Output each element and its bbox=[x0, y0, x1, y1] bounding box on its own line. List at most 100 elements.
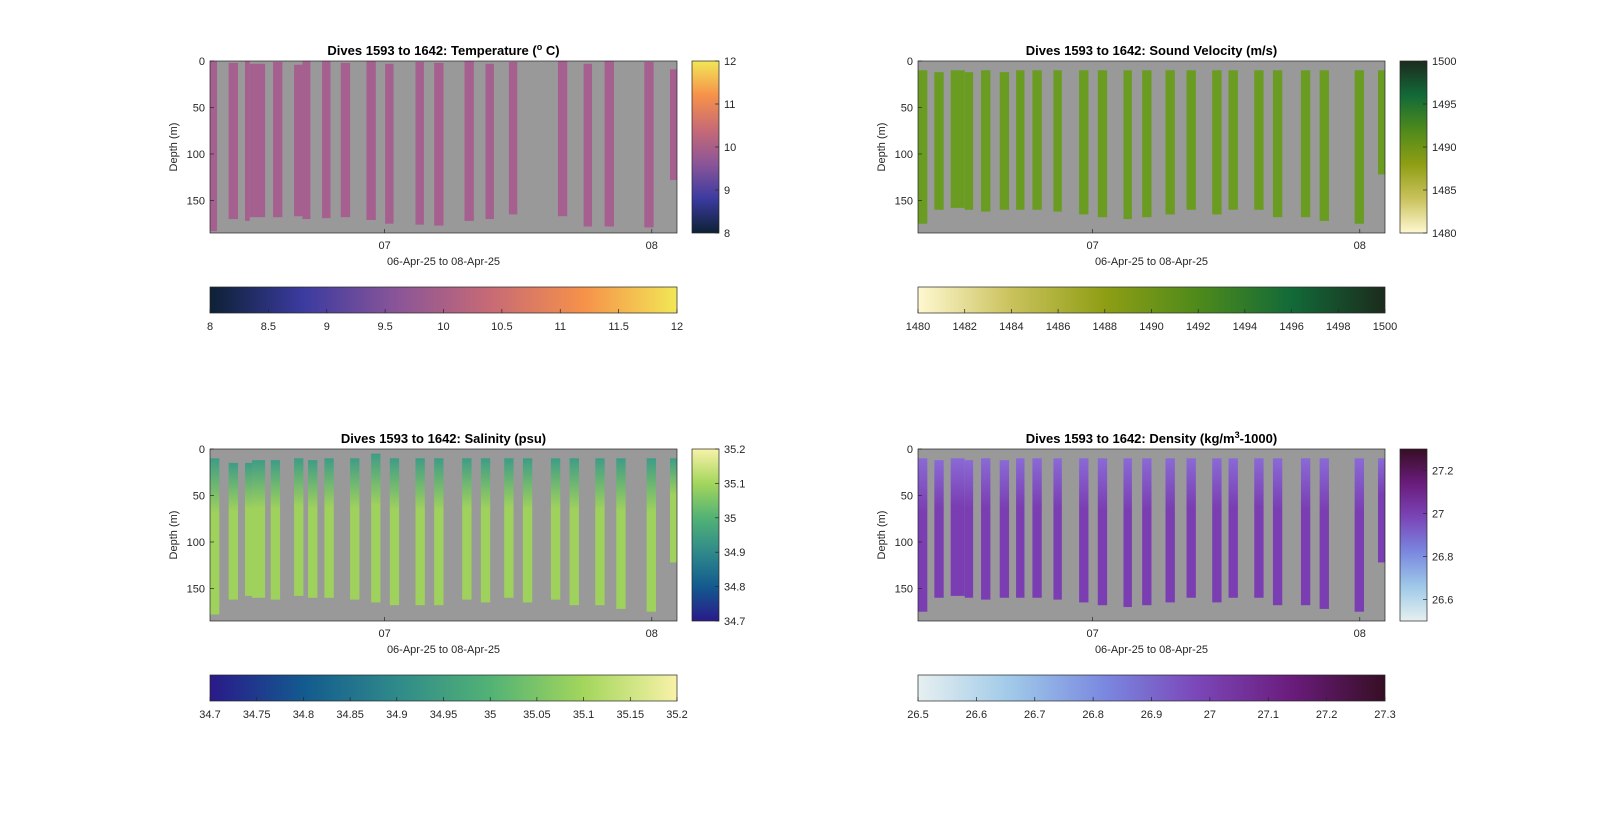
y-axis-label: Depth (m) bbox=[168, 511, 180, 560]
dive-profile bbox=[210, 458, 220, 615]
vertical-colorbar bbox=[1399, 448, 1428, 622]
dive-profile bbox=[389, 458, 400, 606]
y-tick-label: 150 bbox=[895, 583, 913, 595]
colorbar-tick-label: 26.5 bbox=[907, 709, 928, 721]
x-tick-label: 07 bbox=[379, 240, 391, 252]
colorbar-tick-label: 11 bbox=[555, 321, 566, 333]
colorbar-tick-label: 12 bbox=[724, 56, 736, 68]
colorbar-tick-label: 34.9 bbox=[724, 547, 745, 559]
dive-profile bbox=[934, 72, 944, 210]
dive-profile bbox=[273, 61, 283, 218]
y-tick-label: 50 bbox=[901, 102, 913, 114]
dive-profile bbox=[1053, 70, 1062, 212]
colorbar-tick-label: 1492 bbox=[1186, 321, 1210, 333]
dive-profile bbox=[1319, 70, 1329, 221]
dive-profile bbox=[950, 70, 965, 208]
dive-profile bbox=[1097, 70, 1108, 218]
y-tick-label: 100 bbox=[187, 537, 205, 549]
colorbar-tick-label: 35.15 bbox=[617, 709, 645, 721]
dive-profile bbox=[508, 61, 518, 215]
colorbar-tick-label: 34.9 bbox=[386, 709, 407, 721]
dive-profile bbox=[504, 458, 514, 598]
chart-title: Dives 1593 to 1642: Salinity (psu) bbox=[341, 431, 546, 446]
x-tick-label: 07 bbox=[1087, 628, 1099, 640]
y-tick-label: 0 bbox=[907, 444, 913, 456]
dive-profile bbox=[1142, 458, 1152, 606]
dive-profile bbox=[371, 453, 381, 603]
dive-profile bbox=[294, 458, 304, 596]
colorbar-tick-label: 1490 bbox=[1139, 321, 1163, 333]
dive-profile bbox=[918, 458, 928, 612]
dive-profile bbox=[616, 458, 626, 609]
dive-profile bbox=[1354, 70, 1364, 224]
colorbar-tick-label: 10.5 bbox=[491, 321, 512, 333]
y-tick-label: 0 bbox=[907, 56, 913, 68]
dive-profile bbox=[1165, 458, 1175, 603]
colorbar-tick-label: 1480 bbox=[906, 321, 930, 333]
vertical-colorbar bbox=[691, 60, 720, 234]
dive-profile bbox=[340, 62, 351, 218]
dive-profile bbox=[1186, 458, 1196, 598]
dive-profile bbox=[1079, 458, 1089, 603]
y-tick-label: 50 bbox=[193, 102, 205, 114]
dive-profile bbox=[1254, 70, 1264, 210]
colorbar-tick-label: 1482 bbox=[952, 321, 976, 333]
dive-profile bbox=[964, 460, 974, 598]
dive-profile bbox=[646, 458, 656, 612]
panel-sound-velocity: Dives 1593 to 1642: Sound Velocity (m/s)… bbox=[876, 43, 1456, 333]
dive-profile bbox=[1123, 70, 1132, 220]
colorbar-tick-label: 1480 bbox=[1432, 228, 1456, 240]
colorbar-tick-label: 1488 bbox=[1093, 321, 1117, 333]
colorbar-tick-label: 1494 bbox=[1233, 321, 1257, 333]
dive-profile bbox=[644, 61, 654, 228]
dive-profile bbox=[669, 69, 677, 181]
x-axis-label: 06-Apr-25 to 08-Apr-25 bbox=[1095, 256, 1208, 268]
dive-profile bbox=[934, 460, 944, 598]
dive-profile bbox=[245, 61, 250, 221]
dive-profile bbox=[464, 61, 474, 221]
dive-profile bbox=[324, 458, 334, 598]
y-axis-label: Depth (m) bbox=[876, 123, 888, 172]
x-tick-label: 08 bbox=[646, 240, 658, 252]
colorbar-tick-label: 8 bbox=[724, 228, 730, 240]
x-tick-label: 07 bbox=[379, 628, 391, 640]
dive-profile bbox=[322, 61, 331, 219]
dive-profile bbox=[1319, 458, 1329, 609]
colorbar-tick-label: 35.1 bbox=[573, 709, 594, 721]
y-tick-label: 0 bbox=[199, 56, 205, 68]
colorbar-tick-label: 1500 bbox=[1373, 321, 1397, 333]
horizontal-colorbar bbox=[917, 286, 1386, 314]
dive-profile bbox=[1032, 458, 1042, 598]
y-tick-label: 150 bbox=[895, 195, 913, 207]
dive-profile bbox=[583, 63, 593, 227]
y-tick-label: 100 bbox=[895, 149, 913, 161]
dive-profile bbox=[434, 62, 444, 226]
dive-profile bbox=[1097, 458, 1108, 606]
dive-profile bbox=[270, 460, 281, 600]
x-tick-label: 08 bbox=[1354, 240, 1366, 252]
x-tick-label: 08 bbox=[646, 628, 658, 640]
dive-profile bbox=[604, 61, 614, 227]
y-tick-label: 150 bbox=[187, 195, 205, 207]
colorbar-tick-label: 34.85 bbox=[336, 709, 364, 721]
colorbar-tick-label: 1485 bbox=[1432, 185, 1456, 197]
colorbar-tick-label: 26.9 bbox=[1141, 709, 1162, 721]
colorbar-tick-label: 26.8 bbox=[1432, 552, 1453, 564]
colorbar-tick-label: 26.8 bbox=[1082, 709, 1103, 721]
dive-profile bbox=[1186, 70, 1196, 210]
colorbar-tick-label: 34.7 bbox=[199, 709, 220, 721]
colorbar-tick-label: 34.75 bbox=[243, 709, 271, 721]
colorbar-tick-label: 34.8 bbox=[724, 582, 745, 594]
colorbar-tick-label: 9 bbox=[724, 185, 730, 197]
dive-profile bbox=[415, 458, 425, 606]
dive-profile bbox=[308, 460, 318, 598]
dive-profile bbox=[1165, 70, 1175, 215]
dive-profile bbox=[1016, 458, 1025, 598]
dive-profile bbox=[228, 462, 239, 600]
dive-profile bbox=[350, 458, 360, 600]
colorbar-tick-label: 35.2 bbox=[724, 444, 745, 456]
axes-box bbox=[209, 60, 678, 234]
axes-box bbox=[917, 448, 1386, 622]
dive-profile bbox=[918, 70, 928, 224]
